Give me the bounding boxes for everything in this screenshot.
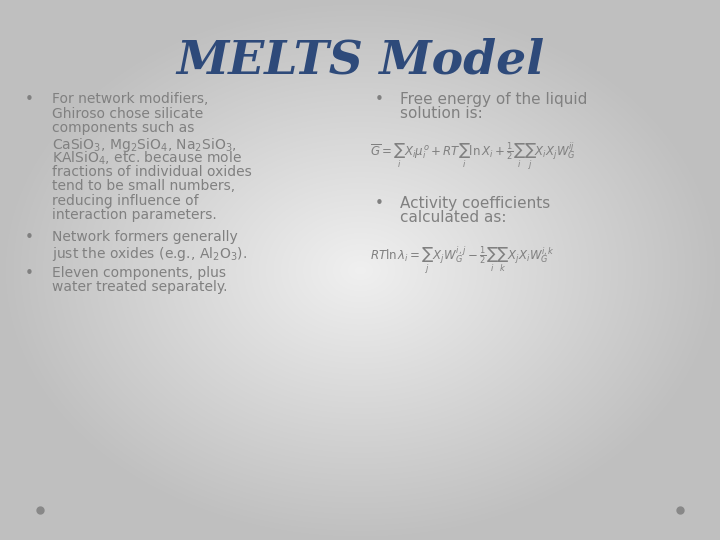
Text: reducing influence of: reducing influence of [52, 193, 199, 207]
Text: tend to be small numbers,: tend to be small numbers, [52, 179, 235, 193]
Text: •: • [25, 266, 34, 280]
Text: $RT\ln\lambda_i = \sum_j X_jW_G^{i,j} - \frac{1}{2}\sum_i\sum_k X_jX_iW_G^{i,k}$: $RT\ln\lambda_i = \sum_j X_jW_G^{i,j} - … [370, 245, 555, 276]
Text: components such as: components such as [52, 121, 194, 135]
Text: •: • [375, 92, 384, 107]
Text: •: • [375, 196, 384, 211]
Text: Free energy of the liquid: Free energy of the liquid [400, 92, 588, 107]
Text: KAlSiO$_4$, etc. because mole: KAlSiO$_4$, etc. because mole [52, 150, 242, 167]
Text: Activity coefficients: Activity coefficients [400, 196, 550, 211]
Text: just the oxides (e.g., Al$_2$O$_3$).: just the oxides (e.g., Al$_2$O$_3$). [52, 245, 247, 263]
Text: Network formers generally: Network formers generally [52, 231, 238, 245]
Text: MELTS Model: MELTS Model [176, 37, 544, 83]
Text: calculated as:: calculated as: [400, 211, 506, 226]
Text: water treated separately.: water treated separately. [52, 280, 228, 294]
Text: •: • [25, 231, 34, 246]
Text: $\overline{G}=\sum_i X_i\mu_i^o + RT\sum_i \ln X_i + \frac{1}{2}\sum_i\sum_j X_i: $\overline{G}=\sum_i X_i\mu_i^o + RT\sum… [370, 141, 576, 172]
Text: Ghiroso chose silicate: Ghiroso chose silicate [52, 106, 203, 120]
Text: •: • [25, 92, 34, 107]
Text: fractions of individual oxides: fractions of individual oxides [52, 165, 252, 179]
Text: Eleven components, plus: Eleven components, plus [52, 266, 226, 280]
Text: solution is:: solution is: [400, 106, 482, 122]
Text: For network modifiers,: For network modifiers, [52, 92, 208, 106]
Text: interaction parameters.: interaction parameters. [52, 208, 217, 222]
Text: CaSiO$_3$, Mg$_2$SiO$_4$, Na$_2$SiO$_3$,: CaSiO$_3$, Mg$_2$SiO$_4$, Na$_2$SiO$_3$, [52, 136, 237, 153]
